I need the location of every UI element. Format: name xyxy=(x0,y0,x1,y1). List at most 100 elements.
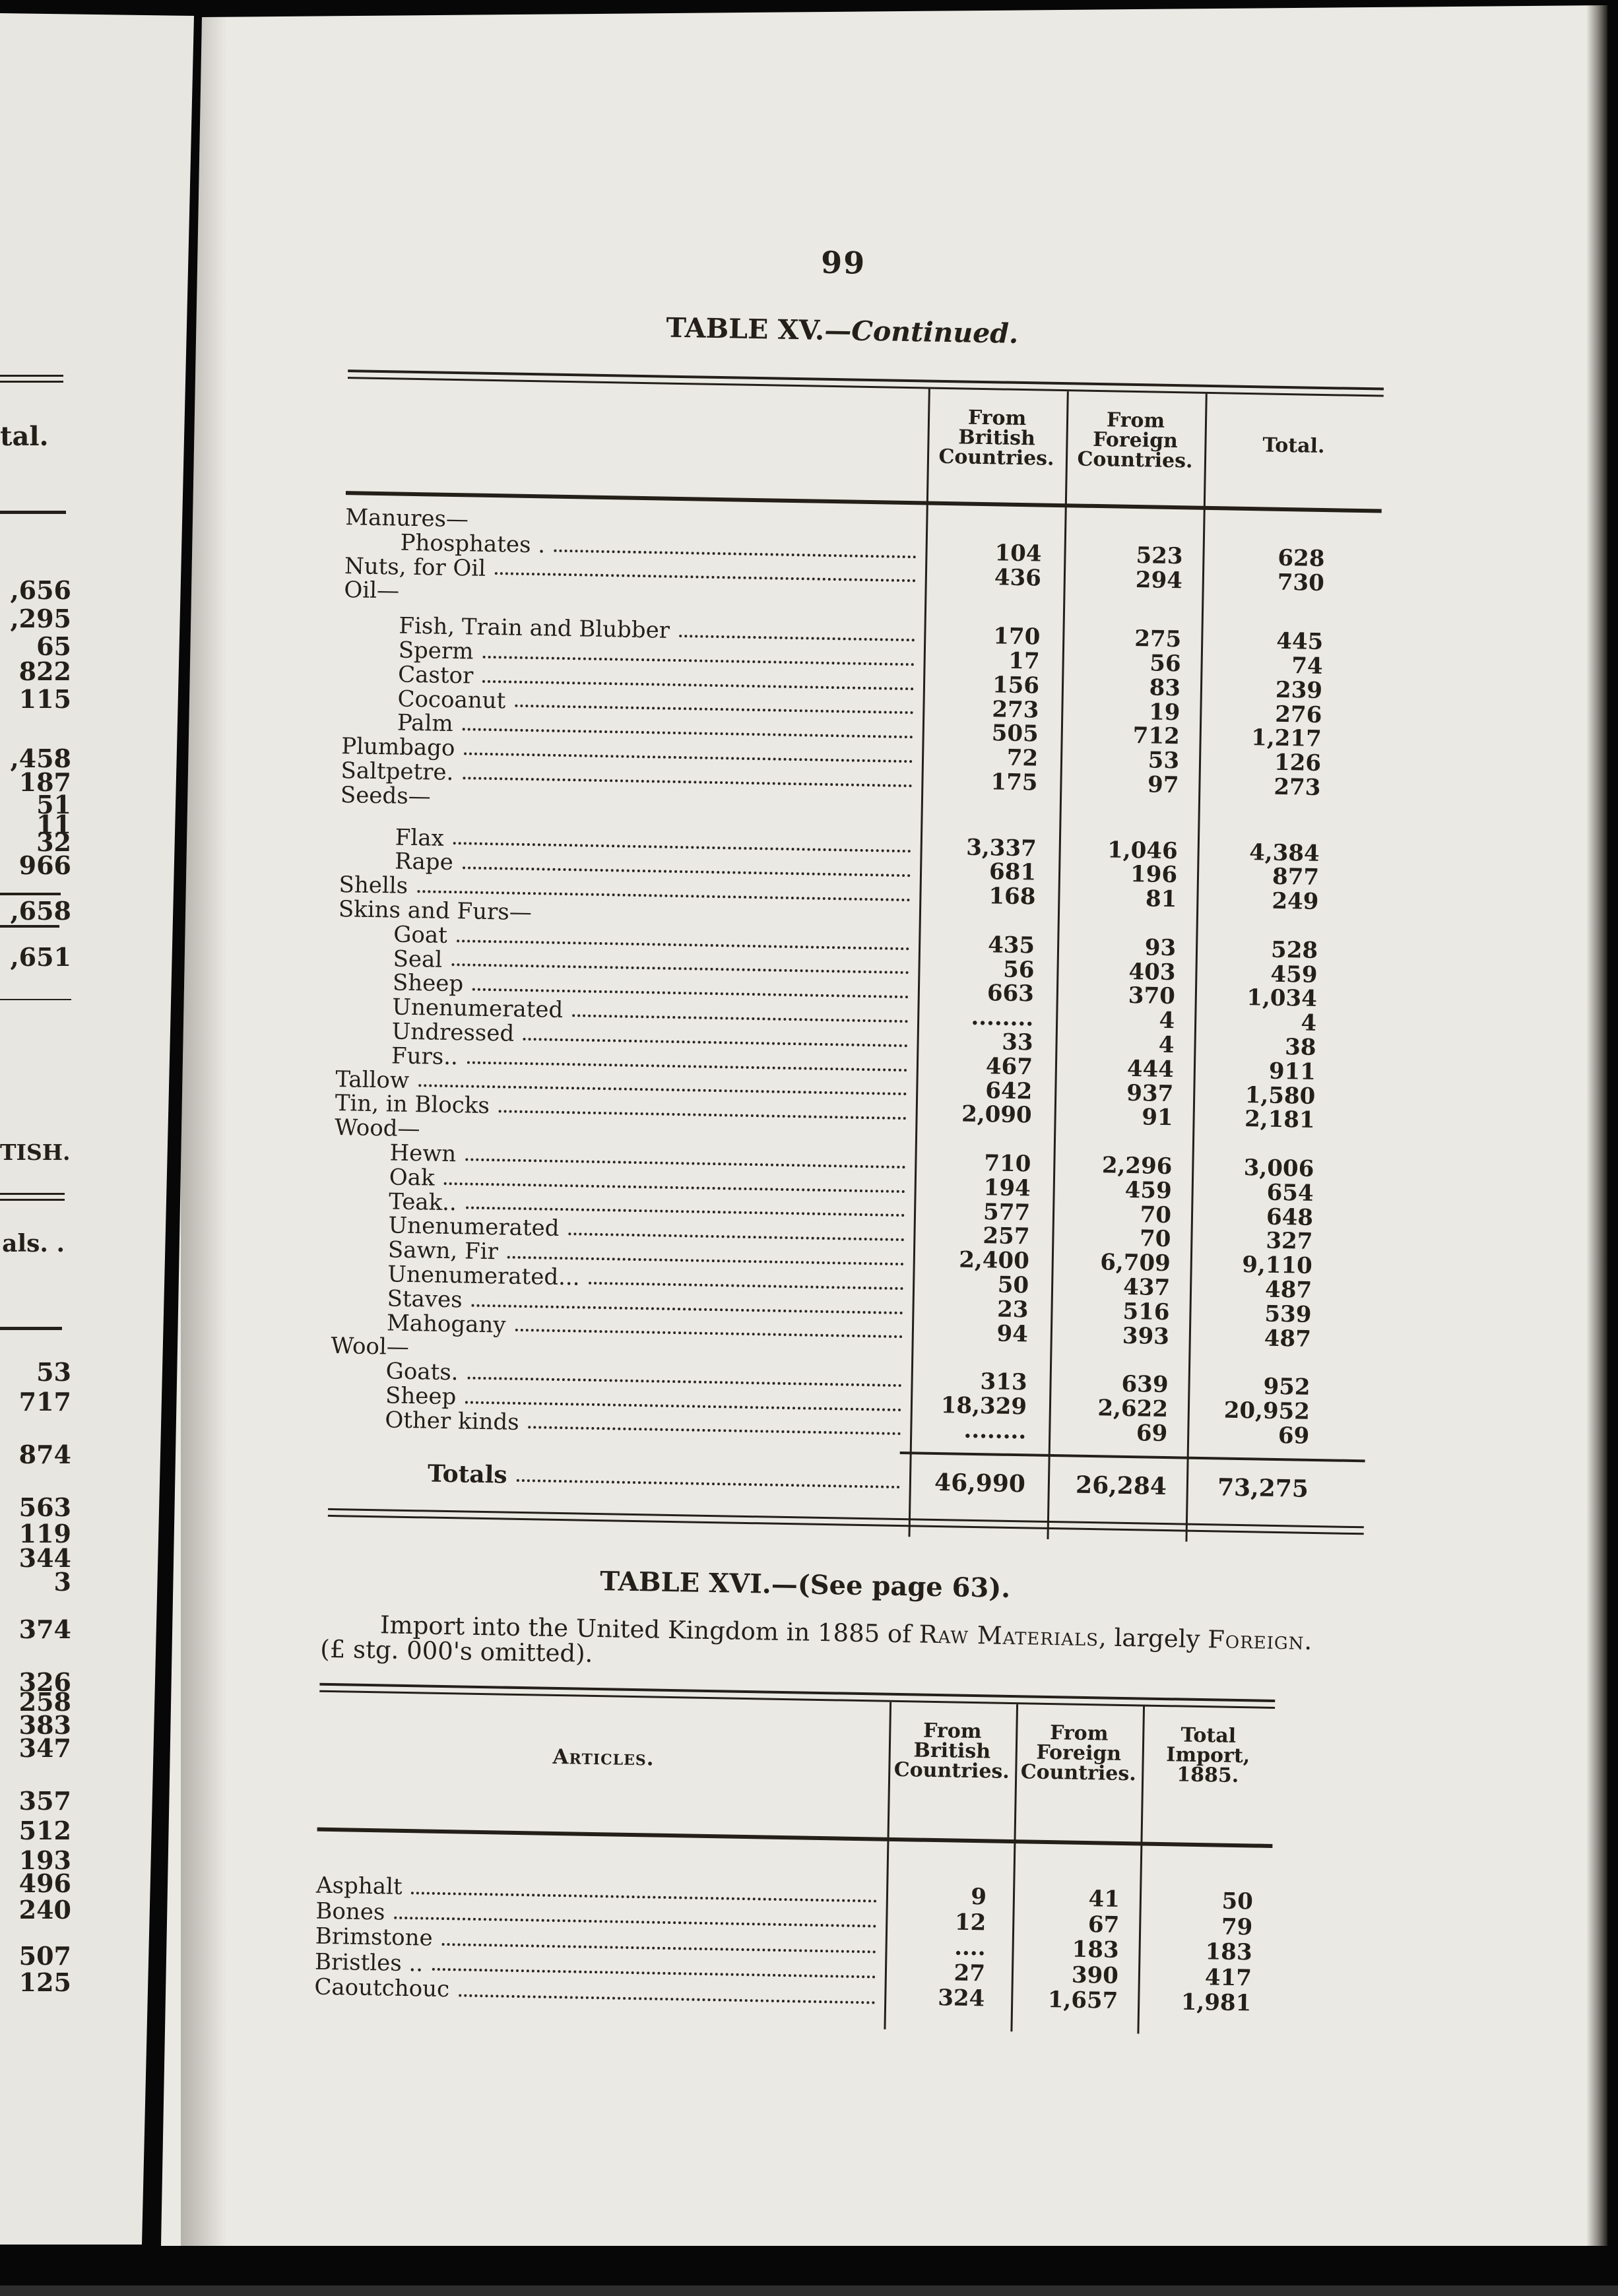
dot-leader xyxy=(507,1246,904,1265)
value-total: 1,981 xyxy=(1181,1989,1252,2017)
value-british: 12 xyxy=(954,1909,987,1936)
value-british: 2,400 xyxy=(958,1246,1030,1275)
value-british: 577 xyxy=(983,1198,1031,1226)
column-header-line: Countries. xyxy=(1077,447,1193,473)
value-british: 33 xyxy=(1001,1029,1033,1056)
value-british: 94 xyxy=(996,1320,1029,1347)
row-label: Skins and Furs— xyxy=(338,895,533,926)
dot-leader xyxy=(432,1958,876,1979)
cutoff-text-fragment: 258 xyxy=(18,1687,71,1717)
cutoff-text-fragment: 3 xyxy=(53,1567,71,1597)
row-label: Oil— xyxy=(344,577,400,604)
row-label: Seal xyxy=(393,945,443,973)
value-foreign: 393 xyxy=(1122,1322,1170,1350)
value-foreign: 83 xyxy=(1149,674,1181,702)
value-total: 445 xyxy=(1276,627,1324,656)
value-foreign: 19 xyxy=(1148,699,1181,726)
dot-leader xyxy=(467,1052,908,1071)
value-total: 38 xyxy=(1284,1034,1316,1061)
value-total: 79 xyxy=(1221,1913,1253,1940)
cutoff-text-fragment: TISH. xyxy=(0,1139,71,1165)
adjacent-rule xyxy=(0,1327,62,1330)
value-foreign: 403 xyxy=(1128,958,1176,986)
column-header-foreign: From Foreign Countries. xyxy=(1015,1721,1143,1785)
value-foreign: 937 xyxy=(1126,1079,1174,1107)
column-header-line: Countries. xyxy=(938,445,1054,470)
column-header-foreign: From Foreign Countries. xyxy=(1066,408,1206,473)
value-british: 710 xyxy=(984,1150,1031,1178)
value-british: 3,337 xyxy=(965,834,1037,862)
value-british: 273 xyxy=(992,695,1039,724)
value-foreign: 2,296 xyxy=(1101,1152,1173,1180)
value-total: 239 xyxy=(1275,676,1323,704)
intro-text: , largely xyxy=(1098,1623,1208,1654)
cutoff-text-fragment: 496 xyxy=(18,1868,71,1898)
value-total: 74 xyxy=(1291,653,1323,680)
dot-leader xyxy=(456,930,910,950)
row-label: Sheep xyxy=(392,969,464,998)
dot-leader xyxy=(418,1075,907,1096)
column-header-line: Countries. xyxy=(893,1758,1010,1783)
value-foreign: 2,622 xyxy=(1097,1395,1169,1422)
table-xvi-intro-line2: (£ stg. 000's omitted). xyxy=(320,1634,593,1668)
scanner-bed-strip xyxy=(0,2285,1618,2296)
dot-leader xyxy=(464,743,913,763)
value-british: 681 xyxy=(988,858,1037,886)
row-label: Unenumerated xyxy=(392,994,564,1024)
cutoff-text-fragment: 115 xyxy=(18,684,71,714)
value-foreign: 6,709 xyxy=(1099,1249,1171,1277)
dot-leader xyxy=(465,1197,905,1217)
value-foreign: 639 xyxy=(1121,1370,1169,1399)
value-foreign: 81 xyxy=(1145,885,1177,913)
dot-leader xyxy=(471,1294,903,1314)
cutoff-text-fragment: 53 xyxy=(36,1357,71,1387)
value-total: 952 xyxy=(1263,1373,1311,1401)
dot-leader xyxy=(494,563,917,583)
value-foreign: 67 xyxy=(1087,1911,1120,1938)
value-foreign: 275 xyxy=(1134,625,1182,653)
value-foreign: 70 xyxy=(1140,1201,1172,1228)
cutoff-text-fragment: 193 xyxy=(18,1845,71,1875)
dot-leader xyxy=(589,1272,904,1290)
value-total: 417 xyxy=(1204,1963,1252,1991)
dot-leader xyxy=(568,1223,905,1242)
value-british: 56 xyxy=(1002,956,1035,983)
value-british: 168 xyxy=(988,883,1036,910)
value-total: 20,952 xyxy=(1223,1397,1311,1425)
value-total: 4 xyxy=(1301,1009,1317,1037)
adjacent-rule xyxy=(0,381,63,383)
value-british: ........ xyxy=(971,1004,1034,1032)
cutoff-text-fragment: ,458 xyxy=(10,744,71,773)
table-xv: From British Countries. From Foreign Countri… xyxy=(327,369,1384,1548)
row-label: Bristles .. xyxy=(314,1948,424,1977)
row-label: Cocoanut xyxy=(397,686,506,714)
value-foreign: 294 xyxy=(1135,566,1183,594)
value-british: 9 xyxy=(970,1883,987,1911)
value-british: 436 xyxy=(994,563,1042,592)
column-header-line: 1885. xyxy=(1176,1763,1239,1788)
cutoff-text-fragment: 32 xyxy=(36,827,71,857)
dot-leader xyxy=(523,1028,908,1047)
value-total: 1,217 xyxy=(1250,724,1322,753)
row-label: Flax xyxy=(395,824,445,852)
dot-leader xyxy=(411,1882,878,1903)
value-foreign: 70 xyxy=(1139,1225,1171,1253)
value-total: 69 xyxy=(1278,1422,1310,1450)
dot-leader xyxy=(441,1933,876,1953)
row-label: Other kinds xyxy=(385,1407,519,1436)
adjacent-rule xyxy=(0,1193,65,1195)
row-label: Oak xyxy=(389,1164,435,1192)
value-foreign: 183 xyxy=(1072,1936,1119,1963)
row-label: Teak.. xyxy=(388,1188,457,1216)
value-foreign: 1,657 xyxy=(1047,1987,1118,2014)
row-label: Plumbago xyxy=(340,733,455,762)
dot-leader xyxy=(451,954,909,974)
totals-row: Totals 46,990 26,284 73,275 xyxy=(329,1457,1365,1503)
cutoff-text-fragment: 512 xyxy=(18,1816,71,1845)
value-british: 23 xyxy=(996,1296,1029,1323)
value-british: 27 xyxy=(954,1960,986,1987)
value-foreign: 91 xyxy=(1141,1104,1173,1132)
cutoff-text-fragment: 563 xyxy=(18,1492,71,1522)
cutoff-text-fragment: ,295 xyxy=(10,604,71,633)
value-total: 2,181 xyxy=(1244,1106,1315,1134)
